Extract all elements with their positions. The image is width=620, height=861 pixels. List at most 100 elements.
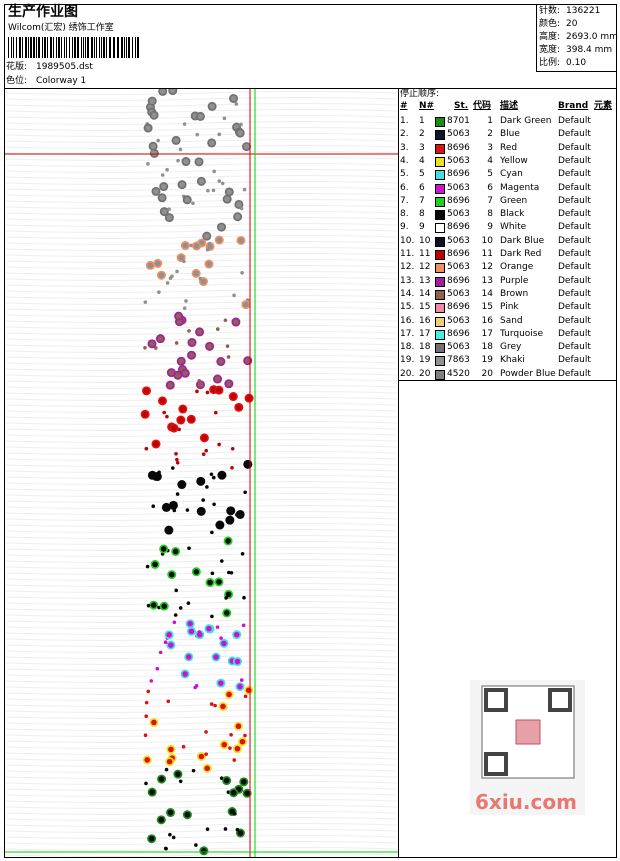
texture: [5, 415, 398, 419]
bar-stripe: [87, 37, 89, 58]
stitch-flower: [188, 416, 195, 423]
cell: 6.: [400, 182, 409, 193]
stitch-flower: [144, 757, 151, 763]
cell: 20: [419, 368, 431, 379]
stitch-flower: [166, 632, 172, 638]
stitch-dot: [165, 281, 170, 285]
bar-stripe: [61, 37, 62, 58]
stitch-dot: [155, 666, 160, 671]
stitch-dot: [242, 595, 246, 600]
stitch-flower: [172, 548, 179, 555]
stitch-dot: [232, 293, 236, 298]
bar-stripe: [74, 37, 76, 58]
stitch-flower: [161, 208, 168, 215]
texture: [5, 559, 398, 563]
cell: Default: [558, 249, 591, 259]
stitch-flower: [198, 508, 205, 515]
stitch-flower: [147, 262, 154, 269]
stitch-flower: [234, 213, 241, 220]
stitch-dot: [146, 162, 150, 166]
cell: Default: [558, 235, 591, 246]
cell: 9.: [400, 222, 409, 233]
cell: 8: [419, 209, 425, 220]
stitch-dot: [243, 490, 247, 495]
stitch-dot: [176, 158, 180, 163]
stitch-flower: [193, 243, 200, 249]
stitch-dot: [175, 269, 179, 274]
bar-stripe: [81, 37, 82, 58]
cell: 6: [487, 182, 493, 193]
cell: Red: [500, 142, 518, 153]
stitch-dot: [146, 603, 151, 608]
stitch-flower: [171, 425, 177, 431]
cell: 16.: [400, 315, 415, 326]
texture: [5, 769, 398, 773]
cell: Default: [558, 155, 591, 166]
cell: 8696: [447, 328, 470, 339]
stitch-flower: [180, 406, 186, 412]
stitch-dot: [174, 588, 178, 593]
bar-stripe: [22, 37, 23, 58]
stitch-flower: [216, 237, 223, 243]
texture: [5, 193, 398, 197]
stitch-flower: [237, 130, 243, 136]
stitch-dot: [170, 466, 175, 470]
texture: [5, 235, 398, 239]
cell: 12.: [400, 262, 415, 273]
stitch-flower: [178, 358, 185, 365]
texture: [5, 529, 398, 533]
texture: [5, 259, 398, 263]
stitch-flower: [160, 183, 167, 190]
bar-stripe: [50, 37, 52, 58]
texture: [5, 391, 398, 395]
swatch: [435, 316, 445, 327]
cell: Default: [558, 315, 591, 326]
stitch-flower: [182, 370, 189, 377]
stitch-flower: [217, 522, 223, 528]
stitch-flower: [153, 188, 159, 195]
bar-stripe: [99, 37, 100, 58]
cell: 9: [419, 222, 425, 233]
cell: 12: [481, 262, 493, 273]
cell: 11.: [400, 249, 415, 259]
texture: [5, 727, 398, 731]
stitch-dot: [144, 446, 149, 451]
stitch-flower: [154, 473, 161, 480]
column-header: 代码: [473, 101, 492, 111]
swatch: [435, 143, 445, 154]
stitch-flower: [219, 472, 225, 479]
stitch-flower: [157, 335, 164, 342]
texture: [5, 733, 398, 737]
stitch-dot: [230, 465, 234, 470]
bar-stripe: [113, 37, 115, 58]
stitch-dot: [143, 733, 148, 738]
texture: [5, 271, 398, 275]
colorway: Colorway 1: [36, 76, 87, 86]
cell: 7: [419, 195, 425, 206]
bar-stripe: [117, 37, 119, 58]
stitch-flower: [218, 224, 225, 230]
stitch-dot: [195, 389, 199, 394]
bar-stripe: [19, 37, 21, 58]
stitch-flower: [163, 504, 170, 511]
cell: Magenta: [500, 182, 540, 193]
stitch-flower: [225, 538, 231, 544]
cell: Default: [558, 275, 591, 286]
texture: [5, 517, 398, 521]
texture: [5, 841, 398, 845]
cell: Turquoise: [500, 328, 544, 339]
stitch-flower: [201, 435, 208, 441]
stitch-flower: [197, 381, 204, 388]
cell: 11: [481, 249, 493, 259]
stat-value: 0.10: [566, 58, 587, 68]
stitch-flower: [233, 631, 240, 638]
stitch-flower: [152, 561, 158, 568]
stitch-dot: [239, 122, 243, 127]
cell: Default: [558, 182, 591, 193]
stitch-flower: [226, 189, 233, 195]
stitch-dot: [178, 606, 183, 610]
texture: [5, 289, 398, 293]
texture: [5, 571, 398, 575]
stitch-dot: [204, 448, 208, 453]
cell: 17.: [400, 328, 415, 339]
